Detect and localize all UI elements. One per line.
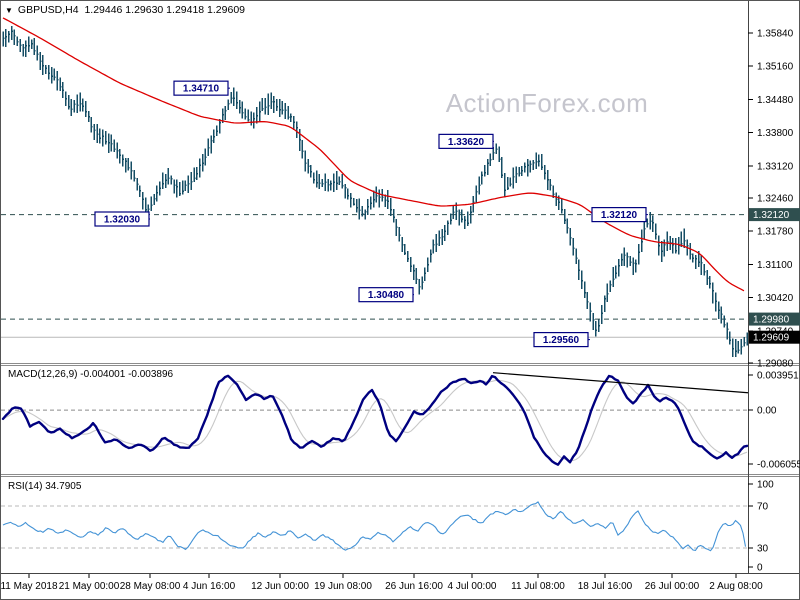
price-axis-label: 1.31100 (757, 260, 793, 271)
rsi-panel[interactable] (1, 501, 747, 552)
symbol-dropdown-icon[interactable]: ▼ (5, 5, 13, 15)
price-axis-label: 1.29080 (757, 359, 794, 370)
date-axis-label: 4 Jul 00:00 (448, 581, 497, 592)
rsi-line (2, 501, 747, 552)
price-axis-label: 1.31780 (757, 227, 794, 238)
price-axis-label: 1.34480 (757, 95, 794, 106)
price-level-annotation[interactable]: 1.32120 (591, 207, 648, 223)
date-axis-label: 21 May 00:00 (59, 581, 120, 592)
annotation-price-label: 1.29560 (543, 335, 580, 346)
annotation-price-label: 1.33620 (448, 137, 485, 148)
current-price-badge: 1.29609 (749, 330, 800, 344)
price-bars-series (2, 25, 748, 358)
price-axis-label: 1.33120 (757, 161, 794, 172)
price-axis[interactable]: 1.35840 1.35160 1.34480 1.33800 1.33120 1.324… (748, 28, 800, 574)
macd-axis-label: 0.00 (757, 406, 777, 417)
macd-main-line (1, 374, 748, 466)
badge-label: 1.32120 (753, 210, 790, 221)
chart-title: GBPUSD,H4 1.29446 1.29630 1.29418 1.2960… (17, 4, 246, 16)
date-axis-label: 2 Aug 08:00 (709, 581, 763, 592)
date-axis[interactable]: 11 May 2018 21 May 00:00 28 May 08:00 4 Jun… (0, 574, 763, 592)
annotation-price-label: 1.34710 (183, 84, 220, 95)
date-axis-label: 4 Jun 16:00 (183, 581, 236, 592)
chart-title-bar: ▼ GBPUSD,H4 1.29446 1.29630 1.29418 1.29… (5, 4, 245, 16)
price-level-annotation[interactable]: 1.33620 (438, 133, 494, 149)
macd-panel[interactable] (1, 372, 748, 466)
date-axis-label: 11 May 2018 (0, 581, 58, 592)
rsi-axis-label: 100 (757, 480, 774, 491)
badge-label: 1.29980 (753, 315, 790, 326)
rsi-axis-label: 30 (757, 544, 769, 555)
annotation-price-label: 1.32030 (104, 215, 141, 226)
date-axis-label: 11 Jul 08:00 (511, 581, 565, 592)
macd-signal-line (2, 379, 748, 462)
watermark: ActionForex.com (445, 88, 649, 118)
date-axis-label: 28 May 08:00 (120, 581, 181, 592)
price-level-annotation[interactable]: 1.30480 (358, 287, 414, 303)
date-axis-label: 19 Jun 08:00 (314, 581, 372, 592)
price-level-annotation[interactable]: 1.32030 (94, 211, 150, 227)
date-axis-label: 12 Jun 00:00 (251, 581, 309, 592)
annotation-price-label: 1.32120 (601, 210, 638, 221)
price-axis-label: 1.32460 (757, 194, 794, 205)
rsi-axis-label: 0 (757, 563, 763, 574)
annotation-price-label: 1.30480 (368, 290, 405, 301)
date-axis-label: 26 Jul 00:00 (645, 581, 700, 592)
price-axis-label: 1.35840 (757, 28, 794, 39)
price-axis-label: 1.33800 (757, 128, 794, 139)
macd-axis-label: -0.006055 (757, 460, 800, 471)
date-axis-label: 26 Jun 16:00 (385, 581, 443, 592)
price-level-annotation[interactable]: 1.34710 (173, 80, 230, 96)
date-axis-label: 18 Jul 16:00 (578, 581, 633, 592)
level-price-badge: 1.32120 (749, 208, 800, 222)
price-panel[interactable] (1, 17, 748, 358)
moving-average-line (2, 17, 745, 292)
price-axis-label: 1.30420 (757, 293, 794, 304)
macd-trendline[interactable] (492, 372, 748, 394)
badge-label: 1.29609 (753, 333, 790, 344)
level-price-badge: 1.29980 (749, 312, 800, 326)
price-axis-label: 1.35160 (757, 62, 794, 73)
macd-indicator-label: MACD(12,26,9) -0.004001 -0.003896 (8, 369, 174, 380)
rsi-axis-label: 70 (757, 502, 769, 513)
price-level-annotation[interactable]: 1.29560 (533, 331, 590, 348)
macd-axis-label: 0.003951 (757, 370, 799, 381)
rsi-indicator-label: RSI(14) 34.7905 (8, 481, 82, 492)
